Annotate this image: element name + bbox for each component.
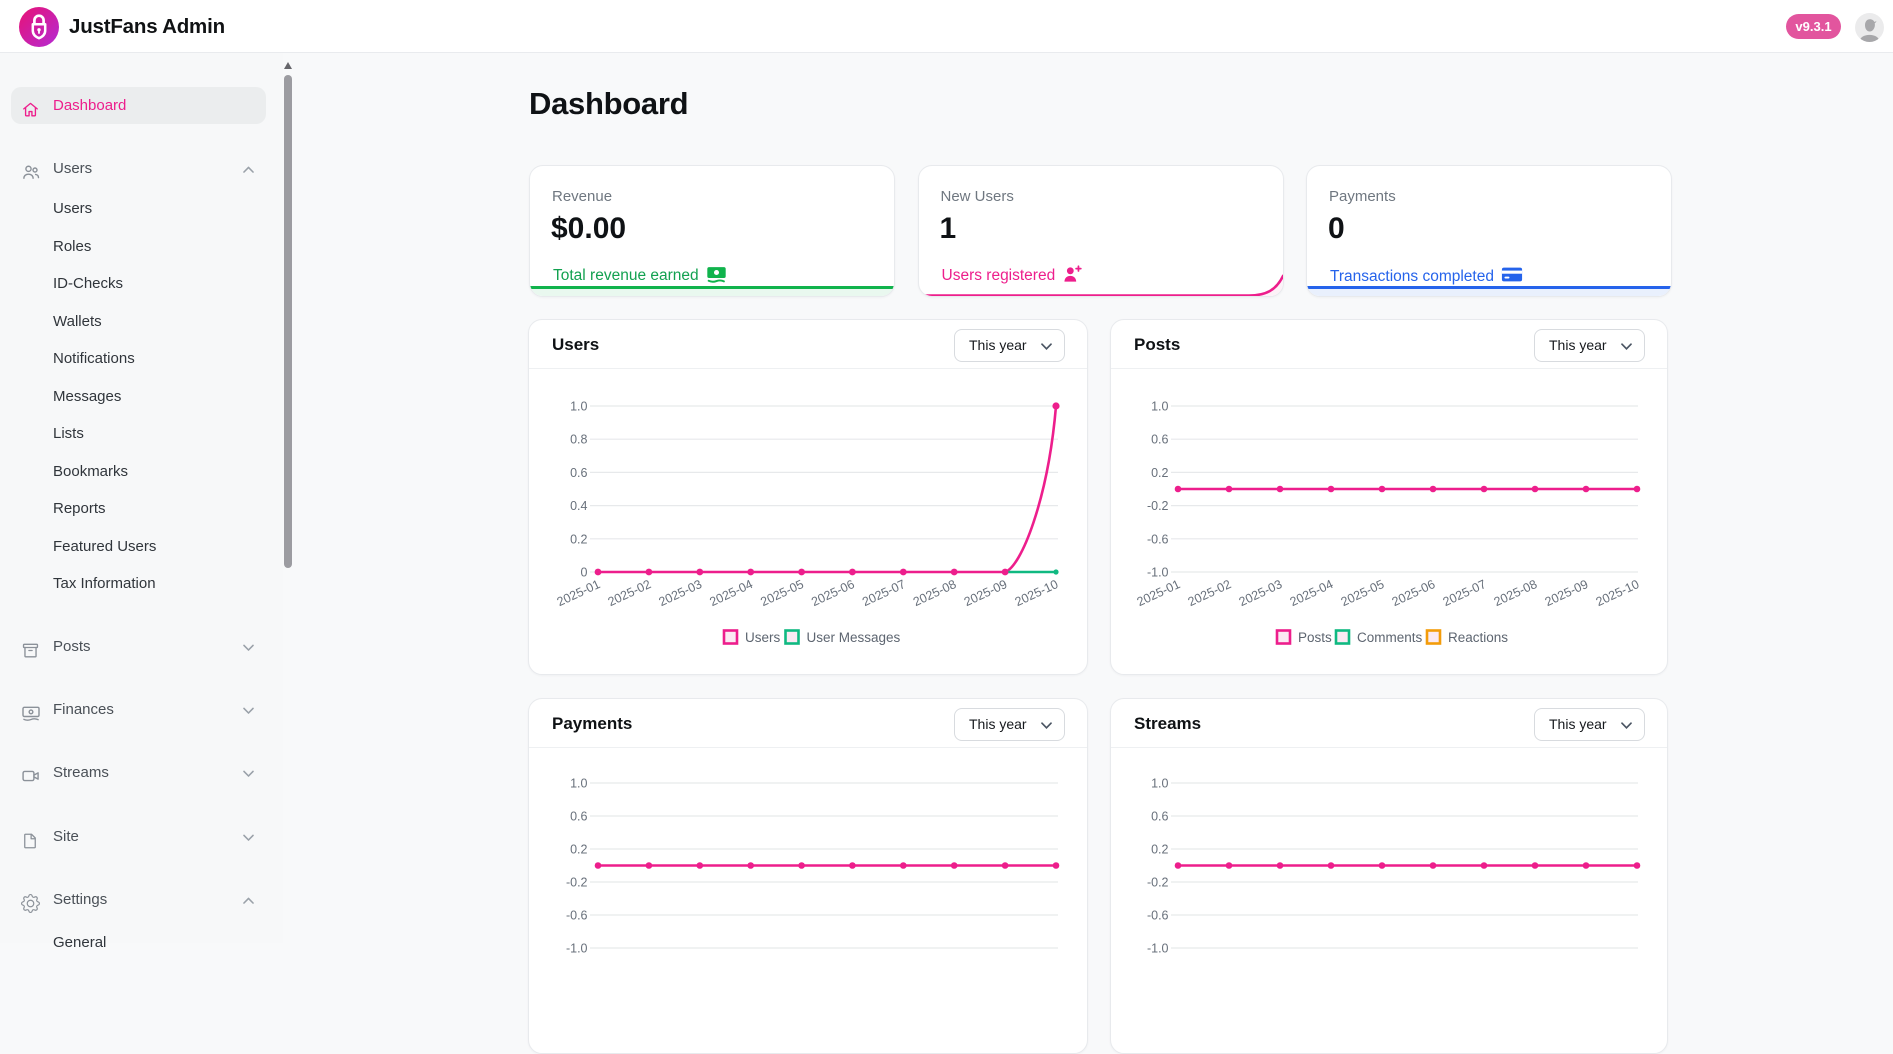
svg-text:-0.6: -0.6 — [1147, 532, 1169, 546]
svg-text:2025-07: 2025-07 — [860, 577, 908, 609]
svg-text:0.2: 0.2 — [570, 532, 587, 546]
svg-text:2025-09: 2025-09 — [962, 577, 1010, 609]
svg-text:2025-10: 2025-10 — [1594, 577, 1642, 609]
svg-text:User Messages: User Messages — [807, 630, 901, 645]
svg-text:-0.6: -0.6 — [1147, 909, 1169, 923]
svg-text:-0.6: -0.6 — [566, 909, 588, 923]
svg-text:1.0: 1.0 — [1151, 777, 1168, 791]
svg-text:-0.2: -0.2 — [1147, 499, 1169, 513]
svg-text:2025-03: 2025-03 — [657, 577, 705, 609]
svg-text:0.2: 0.2 — [1151, 466, 1168, 480]
svg-text:2025-05: 2025-05 — [1339, 577, 1387, 609]
svg-text:2025-01: 2025-01 — [555, 577, 603, 609]
svg-text:2025-04: 2025-04 — [707, 577, 755, 609]
svg-text:2025-03: 2025-03 — [1237, 577, 1285, 609]
svg-text:2025-02: 2025-02 — [1186, 577, 1234, 609]
svg-text:Users: Users — [745, 630, 781, 645]
svg-text:-1.0: -1.0 — [1147, 566, 1169, 580]
svg-text:2025-06: 2025-06 — [809, 577, 857, 609]
svg-text:0: 0 — [581, 566, 588, 580]
svg-text:2025-04: 2025-04 — [1288, 577, 1336, 609]
svg-text:0.8: 0.8 — [570, 433, 587, 447]
svg-text:2025-10: 2025-10 — [1013, 577, 1061, 609]
svg-text:Posts: Posts — [1298, 630, 1332, 645]
svg-text:1.0: 1.0 — [570, 400, 587, 414]
svg-text:0.6: 0.6 — [1151, 433, 1168, 447]
svg-text:0.4: 0.4 — [570, 499, 587, 513]
svg-text:-0.2: -0.2 — [566, 876, 588, 890]
svg-text:2025-02: 2025-02 — [606, 577, 654, 609]
svg-text:2025-06: 2025-06 — [1390, 577, 1438, 609]
svg-text:-1.0: -1.0 — [566, 942, 588, 956]
svg-text:1.0: 1.0 — [570, 777, 587, 791]
svg-text:Comments: Comments — [1357, 630, 1423, 645]
svg-text:0.6: 0.6 — [570, 466, 587, 480]
svg-text:-0.2: -0.2 — [1147, 876, 1169, 890]
svg-text:2025-01: 2025-01 — [1135, 577, 1183, 609]
svg-text:0.6: 0.6 — [1151, 810, 1168, 824]
svg-text:0.6: 0.6 — [570, 810, 587, 824]
svg-text:2025-07: 2025-07 — [1441, 577, 1489, 609]
svg-text:2025-08: 2025-08 — [911, 577, 959, 609]
svg-text:-1.0: -1.0 — [1147, 942, 1169, 956]
svg-text:0.2: 0.2 — [1151, 843, 1168, 857]
svg-text:2025-08: 2025-08 — [1492, 577, 1540, 609]
svg-text:Reactions: Reactions — [1448, 630, 1508, 645]
svg-text:1.0: 1.0 — [1151, 400, 1168, 414]
svg-text:2025-05: 2025-05 — [758, 577, 806, 609]
svg-text:0.2: 0.2 — [570, 843, 587, 857]
svg-text:2025-09: 2025-09 — [1543, 577, 1591, 609]
